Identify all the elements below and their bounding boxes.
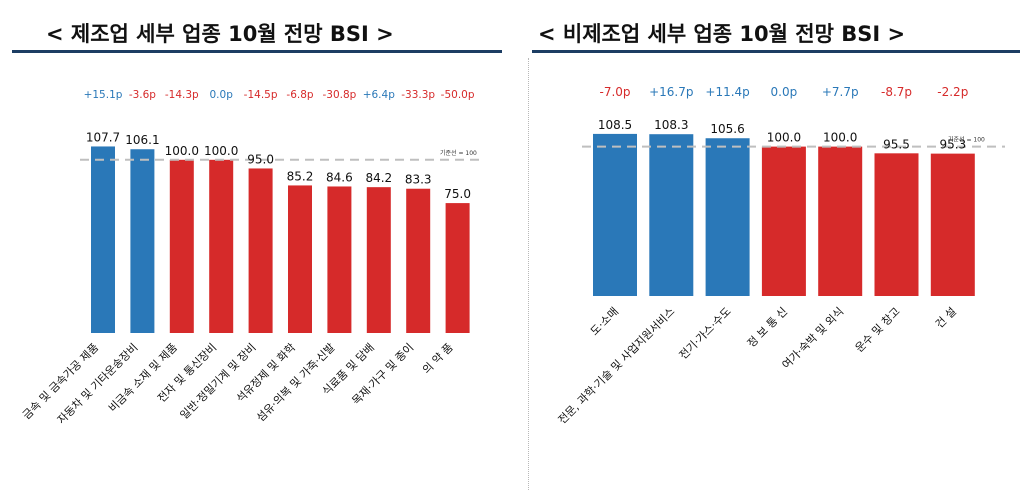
- nonmfg-value-label: 105.6: [710, 122, 744, 136]
- mfg-value-label: 95.0: [247, 152, 274, 166]
- mfg-change-label: -30.8p: [322, 89, 356, 101]
- nonmfg-change-label: -2.2p: [937, 85, 968, 99]
- mfg-value-label: 100.0: [165, 144, 199, 158]
- nonmanufacturing-title-rule: [532, 50, 1020, 53]
- nonmfg-bar: [593, 133, 637, 296]
- nonmfg-change-label: +16.7p: [649, 85, 693, 99]
- mfg-bar: [406, 188, 431, 333]
- mfg-bar: [91, 146, 115, 333]
- mfg-bar: [248, 168, 273, 333]
- nonmanufacturing-chart-title: < 비제조업 세부 업종 10월 전망 BSI >: [538, 22, 906, 46]
- mfg-value-label: 84.2: [365, 171, 392, 185]
- nonmfg-value-label: 100.0: [767, 131, 801, 145]
- nonmfg-category-label: 전기·가스·수도: [677, 305, 734, 362]
- nonmfg-reference-label: 기준선 = 100: [948, 136, 985, 144]
- manufacturing-title-rule: [12, 50, 502, 53]
- nonmfg-bar: [761, 146, 806, 296]
- nonmfg-bar: [874, 153, 919, 296]
- mfg-change-label: 0.0p: [210, 89, 234, 101]
- mfg-category-label: 일반·정밀기계 및 장비: [177, 340, 259, 422]
- nonmfg-value-label: 108.5: [598, 118, 632, 132]
- nonmfg-value-label: 108.3: [654, 118, 688, 132]
- nonmfg-change-label: -8.7p: [881, 85, 912, 99]
- nonmfg-change-label: -7.0p: [599, 85, 630, 99]
- nonmfg-category-label: 정 보 통 신: [745, 305, 790, 350]
- mfg-value-label: 83.3: [405, 173, 432, 187]
- mfg-reference-label: 기준선 = 100: [440, 149, 477, 157]
- mfg-category-label: 비금속 소재 및 제품: [106, 341, 180, 415]
- manufacturing-chart-title: < 제조업 세부 업종 10월 전망 BSI >: [46, 22, 394, 46]
- mfg-value-label: 85.2: [287, 169, 314, 183]
- mfg-value-label: 106.1: [125, 133, 159, 147]
- mfg-change-label: -3.6p: [129, 89, 156, 101]
- mfg-change-label: -14.3p: [165, 89, 199, 101]
- nonmfg-value-label: 95.5: [883, 137, 910, 151]
- nonmfg-bar: [930, 153, 975, 296]
- mfg-category-label: 의 약 품: [419, 340, 455, 376]
- nonmfg-category-label: 건 설: [933, 305, 959, 331]
- nonmfg-bar: [705, 138, 750, 296]
- mfg-bar: [445, 203, 470, 333]
- nonmfg-category-label: 도·소매: [588, 305, 621, 338]
- mfg-change-label: +6.4p: [363, 89, 395, 101]
- nonmfg-value-label: 100.0: [823, 131, 857, 145]
- mfg-change-label: -6.8p: [286, 89, 313, 101]
- nonmfg-value-label: 95.3: [939, 138, 966, 152]
- mfg-bar: [209, 159, 234, 333]
- mfg-category-label: 금속 및 금속가공 제품: [20, 341, 101, 422]
- mfg-bar: [366, 187, 391, 333]
- nonmfg-change-label: +11.4p: [705, 85, 749, 99]
- mfg-value-label: 107.7: [86, 130, 120, 144]
- mfg-change-label: -33.3p: [401, 89, 435, 101]
- mfg-bar: [130, 149, 155, 333]
- mfg-bar: [288, 185, 312, 333]
- mfg-change-label: -14.5p: [244, 89, 278, 101]
- nonmfg-change-label: +7.7p: [822, 85, 859, 99]
- nonmfg-bar: [649, 134, 694, 296]
- nonmfg-category-label: 여가·숙박 및 외식: [780, 305, 847, 372]
- panel-divider: [528, 58, 529, 490]
- mfg-change-label: -50.0p: [441, 89, 475, 101]
- nonmfg-bar: [818, 146, 863, 296]
- nonmfg-category-label: 전문, 과학·기술 및 사업지원서비스: [556, 305, 678, 427]
- mfg-bar: [327, 186, 352, 333]
- nonmfg-category-label: 운수 및 창고: [853, 305, 903, 355]
- mfg-value-label: 84.6: [326, 170, 353, 184]
- mfg-change-label: +15.1p: [84, 89, 123, 101]
- mfg-value-label: 75.0: [444, 187, 471, 201]
- mfg-bar: [169, 159, 194, 333]
- mfg-value-label: 100.0: [204, 144, 238, 158]
- nonmfg-change-label: 0.0p: [771, 85, 798, 99]
